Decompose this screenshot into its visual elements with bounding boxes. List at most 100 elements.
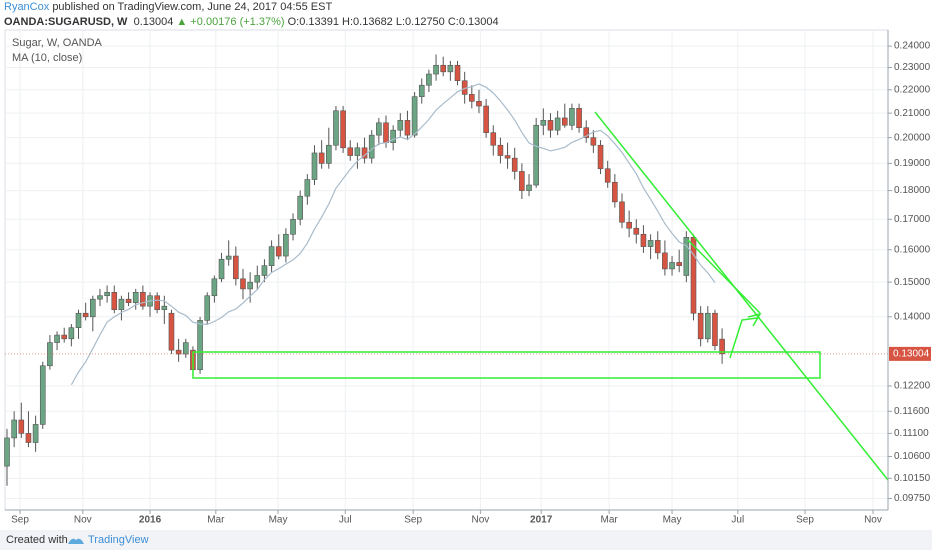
candle-body bbox=[440, 64, 447, 73]
candle-body bbox=[697, 312, 704, 340]
last-price-label: 0.13004 bbox=[893, 349, 930, 360]
y-tick-label: 0.21000 bbox=[894, 108, 931, 119]
candle-body bbox=[619, 201, 625, 223]
candle-body bbox=[340, 110, 346, 149]
candle-body bbox=[75, 312, 82, 328]
candle-body bbox=[4, 437, 10, 467]
candle-body bbox=[504, 155, 511, 159]
y-tick-label: 0.11100 bbox=[894, 428, 929, 439]
x-tick-label: May bbox=[663, 515, 682, 526]
candle-body bbox=[347, 147, 354, 156]
x-tick-label: Sep bbox=[796, 515, 814, 526]
arrow-head bbox=[747, 312, 762, 327]
candle-body bbox=[82, 312, 89, 318]
candle-body bbox=[90, 298, 96, 318]
candle-body bbox=[325, 144, 332, 164]
y-tick-label: 0.11600 bbox=[894, 406, 930, 417]
candle-body bbox=[368, 134, 375, 159]
x-tick-label: Jul bbox=[731, 515, 744, 526]
legend-series: Sugar, W, OANDA bbox=[12, 37, 102, 49]
candle-body bbox=[647, 240, 654, 247]
legend-ma: MA (10, close) bbox=[12, 52, 83, 64]
candle-body bbox=[561, 117, 568, 126]
candle-body bbox=[712, 312, 718, 346]
candle-body bbox=[132, 291, 139, 303]
y-tick-label: 0.10150 bbox=[894, 473, 931, 484]
arrow-path bbox=[729, 317, 758, 359]
candle-body bbox=[283, 233, 289, 257]
candle-body bbox=[68, 327, 75, 340]
candle-body bbox=[218, 258, 225, 280]
candle-body bbox=[47, 342, 53, 367]
candle-body bbox=[654, 240, 661, 254]
candle-body bbox=[669, 262, 675, 270]
y-tick-label: 0.24000 bbox=[894, 41, 931, 52]
symbol-line: OANDA:SUGARUSD, W 0.13004 ▲ +0.00176 (+1… bbox=[4, 16, 499, 28]
candle-body bbox=[233, 255, 239, 280]
candle-body bbox=[161, 305, 168, 310]
candle-body bbox=[154, 295, 160, 310]
candle-body bbox=[519, 171, 525, 191]
candle-body bbox=[268, 246, 275, 266]
candle-body bbox=[640, 233, 647, 247]
trend-line bbox=[594, 111, 889, 481]
x-tick-label: May bbox=[269, 515, 288, 526]
candle-body bbox=[526, 184, 532, 191]
change: ▲ +0.00176 (+1.37%) bbox=[176, 16, 285, 28]
last-price-box bbox=[889, 346, 931, 361]
candle-body bbox=[690, 237, 697, 314]
candle-body bbox=[490, 132, 497, 146]
candle-body bbox=[318, 152, 325, 164]
candle-body bbox=[576, 108, 582, 128]
candle-body bbox=[311, 152, 318, 180]
candle-body bbox=[476, 101, 482, 107]
candle-body bbox=[411, 96, 418, 136]
x-tick-label: Mar bbox=[207, 515, 225, 526]
candle-body bbox=[118, 298, 125, 310]
candle-body bbox=[247, 281, 253, 290]
y-tick-label: 0.14000 bbox=[894, 311, 931, 322]
candle-body bbox=[376, 122, 382, 136]
candle-body bbox=[290, 218, 296, 235]
drawings bbox=[192, 111, 889, 481]
legend: Sugar, W, OANDA MA (10, close) bbox=[12, 36, 102, 66]
author[interactable]: RyanCox bbox=[4, 1, 50, 13]
candle-body bbox=[469, 94, 475, 102]
candle-body bbox=[97, 295, 103, 300]
y-tick-label: 0.22000 bbox=[894, 84, 931, 95]
x-tick-label: Nov bbox=[864, 515, 882, 526]
candle-body bbox=[211, 278, 218, 297]
candle-body bbox=[333, 110, 339, 146]
marks bbox=[4, 54, 888, 486]
candle-body bbox=[426, 73, 432, 86]
candle-body bbox=[390, 129, 396, 143]
candle-body bbox=[175, 349, 182, 355]
y-tick-label: 0.18000 bbox=[894, 185, 931, 196]
published: published on TradingView.com, June 24, 2… bbox=[52, 1, 333, 13]
candle-body bbox=[304, 179, 311, 197]
candle-body bbox=[104, 291, 110, 297]
y-tick-label: 0.09750 bbox=[894, 493, 931, 504]
ohlc: O:0.13391 H:0.13682 L:0.12750 C:0.13004 bbox=[287, 16, 499, 28]
x-tick-label: Nov bbox=[74, 515, 92, 526]
candle-body bbox=[590, 137, 597, 146]
candle-body bbox=[511, 157, 518, 172]
candle-body bbox=[433, 64, 439, 75]
y-tick-label: 0.19000 bbox=[894, 158, 931, 169]
candle-body bbox=[254, 275, 261, 283]
y-tick-label: 0.16000 bbox=[894, 244, 931, 255]
candle-body bbox=[554, 117, 561, 131]
candle-body bbox=[140, 291, 146, 307]
candle-body bbox=[275, 246, 282, 257]
brand[interactable]: TradingView bbox=[88, 534, 149, 546]
candle-body bbox=[225, 255, 232, 260]
x-tick-label: Sep bbox=[11, 515, 29, 526]
trend-line bbox=[687, 239, 761, 314]
candle-body bbox=[626, 221, 632, 229]
support-box bbox=[192, 351, 821, 379]
candle-body bbox=[404, 120, 411, 136]
brand-logo bbox=[68, 538, 84, 544]
header-line: RyanCox published on TradingView.com, Ju… bbox=[4, 1, 332, 13]
candle-body bbox=[182, 342, 189, 355]
